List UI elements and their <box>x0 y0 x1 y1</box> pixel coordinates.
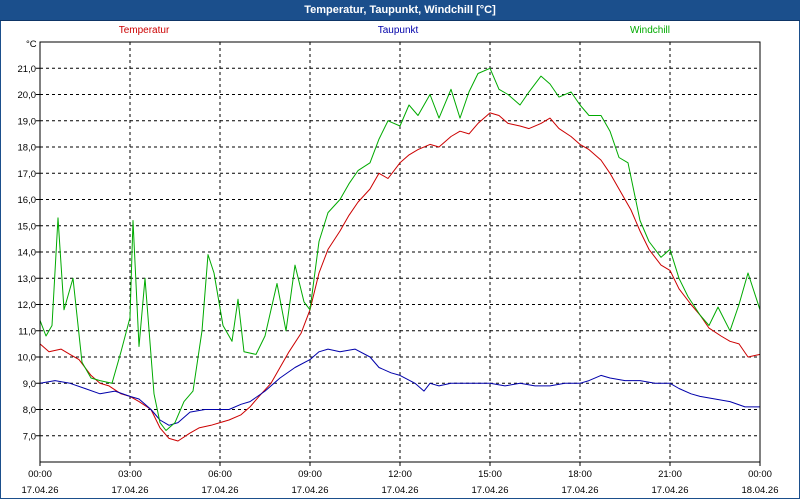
x-tick-date-label: 18.04.26 <box>742 485 779 496</box>
x-tick-time-label: 06:00 <box>208 469 232 480</box>
x-tick-time-label: 09:00 <box>298 469 322 480</box>
y-tick-label: 20,0 <box>18 90 37 101</box>
y-tick-label: 8,0 <box>23 405 36 416</box>
series-group <box>39 67 761 442</box>
x-tick-date-label: 17.04.26 <box>562 485 599 496</box>
title-bar: Temperatur, Taupunkt, Windchill [°C] <box>0 0 800 21</box>
y-tick-label: 15,0 <box>18 221 37 232</box>
y-tick-label: 14,0 <box>18 248 37 259</box>
x-tick-time-label: 18:00 <box>568 469 592 480</box>
y-tick-label: 10,0 <box>18 353 37 364</box>
grid <box>40 42 760 462</box>
y-unit-label: °C <box>26 39 37 50</box>
x-tick-date-label: 17.04.26 <box>292 485 329 496</box>
x-tick-time-label: 03:00 <box>118 469 142 480</box>
y-tick-label: 7,0 <box>23 431 36 442</box>
x-tick-date-label: 17.04.26 <box>202 485 239 496</box>
x-tick-time-label: 00:00 <box>28 469 52 480</box>
x-tick-time-label: 15:00 <box>478 469 502 480</box>
y-tick-label: 13,0 <box>18 274 37 285</box>
x-tick-time-label: 00:00 <box>748 469 772 480</box>
axes: 7,0 8,0 9,0 10,0 11,0 12,0 13,0 14,0 15,0 16,0 17,… <box>18 64 779 496</box>
x-tick-time-label: 21:00 <box>658 469 682 480</box>
x-tick-date-label: 17.04.26 <box>22 485 59 496</box>
legend-taupunkt: Taupunkt <box>378 25 419 36</box>
legend-windchill: Windchill <box>630 25 670 36</box>
series-line-taupunkt <box>39 348 760 426</box>
y-tick-label: 16,0 <box>18 195 37 206</box>
y-tick-label: 9,0 <box>23 379 36 390</box>
x-tick-date-label: 17.04.26 <box>112 485 149 496</box>
series-line-temperatur <box>39 112 761 442</box>
y-tick-label: 17,0 <box>18 169 37 180</box>
x-tick-date-label: 17.04.26 <box>652 485 689 496</box>
y-tick-label: 21,0 <box>18 64 37 75</box>
y-tick-label: 19,0 <box>18 116 37 127</box>
x-tick-time-label: 12:00 <box>388 469 412 480</box>
y-tick-label: 12,0 <box>18 300 37 311</box>
x-tick-date-label: 17.04.26 <box>472 485 509 496</box>
y-tick-label: 18,0 <box>18 143 37 154</box>
legend-temperatur: Temperatur <box>119 25 170 36</box>
window-title: Temperatur, Taupunkt, Windchill [°C] <box>304 4 496 16</box>
x-tick-date-label: 17.04.26 <box>382 485 419 496</box>
y-tick-label: 11,0 <box>18 326 36 337</box>
series-line-windchill <box>39 67 761 431</box>
